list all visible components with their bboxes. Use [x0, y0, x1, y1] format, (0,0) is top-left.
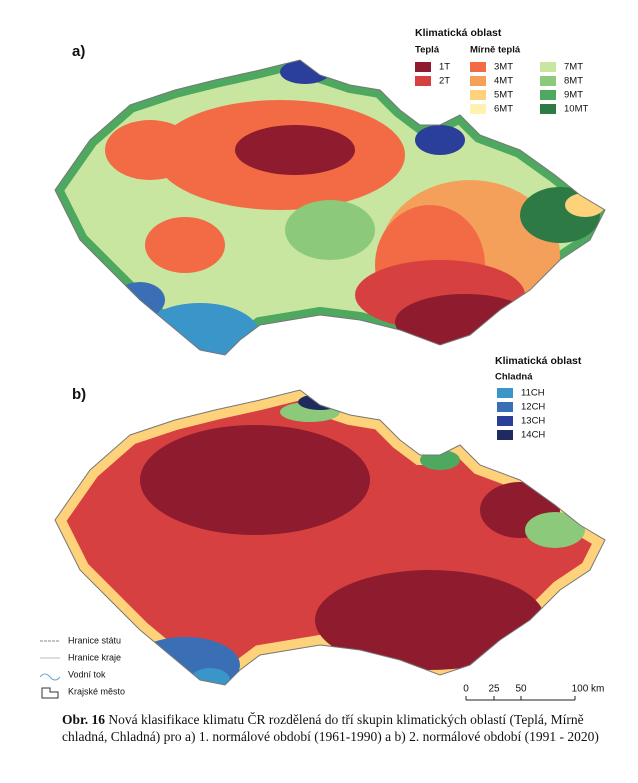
legend-title: Klimatická oblast	[415, 27, 502, 39]
map-a	[55, 60, 605, 355]
legend-swatch	[497, 388, 513, 398]
legend-label: 9MT	[564, 90, 583, 101]
figure-label: Obr. 16	[62, 712, 106, 727]
map-b	[54, 389, 606, 686]
legend-swatch	[415, 62, 431, 72]
legend-label: 8MT	[564, 76, 583, 87]
legend-symbol	[41, 687, 59, 699]
legend-label: 1T	[439, 62, 450, 73]
legend-swatch	[497, 430, 513, 440]
region	[105, 120, 195, 180]
legend-label: 7MT	[564, 62, 583, 73]
legend-label: 5MT	[494, 90, 513, 101]
scale-label: 50	[515, 684, 527, 695]
legend-group: Teplá	[415, 45, 440, 56]
legend-swatch	[470, 104, 486, 114]
caption-text: Nová klasifikace klimatu ČR rozdělená do…	[62, 712, 599, 744]
legend-swatch	[470, 76, 486, 86]
legend-swatch	[497, 416, 513, 426]
legend-label: 12CH	[521, 402, 545, 413]
map-legend-label: Vodní tok	[68, 669, 106, 679]
legend-label: 14CH	[521, 430, 545, 441]
region	[415, 125, 465, 155]
region	[140, 303, 260, 355]
legend-swatch	[540, 104, 556, 114]
legend-label: 2T	[439, 76, 450, 87]
legend-swatch	[470, 90, 486, 100]
legend-swatch	[415, 76, 431, 86]
region	[190, 668, 230, 685]
legend-swatch	[540, 62, 556, 72]
legend-symbol	[39, 673, 61, 681]
scale-label: 25	[488, 684, 500, 695]
region	[395, 294, 535, 350]
legend-swatch	[540, 76, 556, 86]
region	[420, 450, 460, 470]
legend-label: 10MT	[564, 104, 588, 115]
legend-label: 6MT	[494, 104, 513, 115]
region	[315, 570, 545, 670]
legend-group: Chladná	[495, 372, 533, 383]
legend-label: 3MT	[494, 62, 513, 73]
region	[525, 512, 585, 548]
legend-label: 11CH	[521, 388, 545, 399]
legend-label: 4MT	[494, 76, 513, 87]
scale-label: 100 km	[572, 684, 605, 695]
map-legend	[39, 640, 61, 699]
caption: Obr. 16 Nová klasifikace klimatu ČR rozd…	[62, 711, 622, 745]
legend-swatch	[470, 62, 486, 72]
scale-bar	[465, 696, 576, 701]
legend-title: Klimatická oblast	[495, 355, 582, 367]
region	[565, 193, 605, 217]
region	[285, 200, 375, 260]
legend-swatch	[497, 402, 513, 412]
legend-swatch	[540, 90, 556, 100]
region	[145, 217, 225, 273]
legend-group: Mírně teplá	[470, 45, 521, 56]
panel-label: a)	[72, 43, 85, 60]
region	[298, 394, 342, 410]
map-legend-label: Hranice státu	[68, 635, 121, 645]
panel-label: b)	[72, 386, 86, 403]
region	[235, 125, 355, 175]
region	[140, 425, 370, 535]
map-legend-label: Krajské město	[68, 686, 125, 696]
map-legend-label: Hranice kraje	[68, 652, 121, 662]
scale-label: 0	[463, 684, 469, 695]
legend-label: 13CH	[521, 416, 545, 427]
